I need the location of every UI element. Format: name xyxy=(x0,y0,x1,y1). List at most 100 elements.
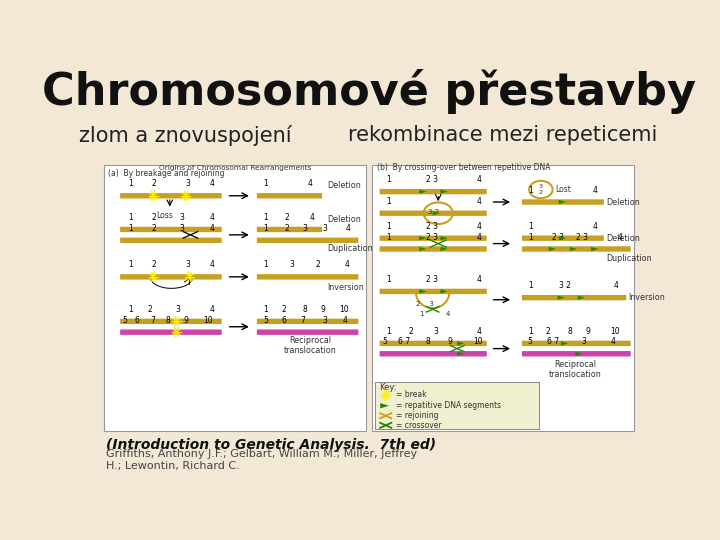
Text: 2: 2 xyxy=(284,224,289,233)
Text: 1: 1 xyxy=(128,224,133,233)
Text: 4: 4 xyxy=(343,316,348,325)
Text: 3: 3 xyxy=(179,224,184,233)
FancyBboxPatch shape xyxy=(522,199,604,205)
Text: 5: 5 xyxy=(382,338,387,346)
Text: 8: 8 xyxy=(302,305,307,314)
Text: 1: 1 xyxy=(386,327,391,336)
Text: Origins of Chromosomal Rearrangements: Origins of Chromosomal Rearrangements xyxy=(159,165,311,171)
Text: 7: 7 xyxy=(150,316,155,325)
Text: 3: 3 xyxy=(322,224,327,233)
Polygon shape xyxy=(441,289,448,294)
Text: = crossover: = crossover xyxy=(396,421,441,430)
Text: 1: 1 xyxy=(128,260,133,269)
Text: 2: 2 xyxy=(152,224,156,233)
Polygon shape xyxy=(457,341,464,346)
Text: 3: 3 xyxy=(179,213,184,222)
Text: 5: 5 xyxy=(122,316,127,325)
Text: 4: 4 xyxy=(477,222,482,231)
Text: 3: 3 xyxy=(322,316,327,325)
Text: 2 3: 2 3 xyxy=(426,222,438,231)
Text: 3 2: 3 2 xyxy=(559,281,572,290)
Text: (b)  By crossing-over between repetitive DNA: (b) By crossing-over between repetitive … xyxy=(377,164,551,172)
FancyBboxPatch shape xyxy=(120,193,222,199)
Text: 2: 2 xyxy=(284,213,289,222)
FancyBboxPatch shape xyxy=(379,189,487,194)
Polygon shape xyxy=(433,211,440,215)
Text: 2: 2 xyxy=(152,179,156,188)
FancyBboxPatch shape xyxy=(379,341,487,346)
Polygon shape xyxy=(570,247,577,251)
Text: 1: 1 xyxy=(528,186,533,194)
FancyBboxPatch shape xyxy=(120,227,222,232)
Text: 9: 9 xyxy=(586,327,590,336)
Text: 4: 4 xyxy=(210,260,214,269)
Text: Deletion: Deletion xyxy=(606,234,640,242)
Text: 3: 3 xyxy=(302,224,307,233)
Text: 4: 4 xyxy=(477,233,482,241)
Polygon shape xyxy=(591,247,598,251)
Text: 1: 1 xyxy=(128,213,133,222)
Text: 1: 1 xyxy=(264,213,268,222)
Text: 2: 2 xyxy=(152,260,156,269)
Text: zlom a znovuspojení: zlom a znovuspojení xyxy=(78,125,291,146)
Text: 3: 3 xyxy=(433,327,438,336)
Text: 8: 8 xyxy=(567,327,572,336)
Text: 1: 1 xyxy=(528,233,533,241)
Text: 1: 1 xyxy=(386,233,391,241)
Polygon shape xyxy=(559,236,566,240)
Polygon shape xyxy=(419,236,426,240)
Text: 1: 1 xyxy=(264,305,268,314)
FancyBboxPatch shape xyxy=(522,235,604,241)
Text: 2: 2 xyxy=(152,213,156,222)
Text: 4: 4 xyxy=(310,213,315,222)
Text: 4: 4 xyxy=(344,260,349,269)
Text: Deletion: Deletion xyxy=(606,198,640,206)
FancyBboxPatch shape xyxy=(379,211,487,216)
FancyBboxPatch shape xyxy=(522,341,631,346)
Text: 4: 4 xyxy=(210,179,214,188)
Text: 9: 9 xyxy=(184,316,189,325)
Bar xyxy=(104,165,366,431)
Text: Lost: Lost xyxy=(555,185,571,194)
Text: 4: 4 xyxy=(308,179,313,188)
Text: 3 2: 3 2 xyxy=(428,210,439,215)
FancyBboxPatch shape xyxy=(257,319,359,324)
Text: 2 3: 2 3 xyxy=(426,275,438,284)
FancyBboxPatch shape xyxy=(257,329,359,335)
Text: 6 7: 6 7 xyxy=(547,338,559,346)
Text: Deletion: Deletion xyxy=(327,215,361,224)
Text: 9: 9 xyxy=(321,305,325,314)
Text: 2: 2 xyxy=(315,260,320,269)
Text: 4: 4 xyxy=(210,224,214,233)
FancyBboxPatch shape xyxy=(120,274,222,280)
Text: 4: 4 xyxy=(611,338,616,346)
Text: 3: 3 xyxy=(185,260,190,269)
Text: 10: 10 xyxy=(473,338,482,346)
Text: 4: 4 xyxy=(593,186,598,194)
Polygon shape xyxy=(419,247,426,251)
FancyBboxPatch shape xyxy=(522,246,631,252)
Text: Griffiths, Anthony J.F.; Gelbart, William M.; Miller, Jeffrey
H.; Lewontin, Rich: Griffiths, Anthony J.F.; Gelbart, Willia… xyxy=(106,449,417,471)
Text: 3: 3 xyxy=(289,260,294,269)
Text: 4: 4 xyxy=(210,213,214,222)
Text: 1: 1 xyxy=(386,275,391,284)
Text: Inversion: Inversion xyxy=(629,293,665,302)
Text: 10: 10 xyxy=(610,327,619,336)
Text: rekombinace mezi repeticemi: rekombinace mezi repeticemi xyxy=(348,125,657,145)
Text: = repatitive DNA segments: = repatitive DNA segments xyxy=(396,401,501,410)
Text: 4: 4 xyxy=(346,224,350,233)
Text: 1: 1 xyxy=(386,222,391,231)
Text: 1: 1 xyxy=(264,260,268,269)
FancyBboxPatch shape xyxy=(257,238,359,243)
Text: 3: 3 xyxy=(176,305,181,314)
Text: 1: 1 xyxy=(264,224,268,233)
Text: Reciprocal
translocation: Reciprocal translocation xyxy=(549,360,602,379)
Text: 2: 2 xyxy=(148,305,153,314)
Text: 3: 3 xyxy=(581,338,586,346)
Text: 2: 2 xyxy=(408,327,413,336)
Polygon shape xyxy=(380,403,389,408)
FancyBboxPatch shape xyxy=(120,319,222,324)
FancyBboxPatch shape xyxy=(379,235,487,241)
Polygon shape xyxy=(441,247,448,251)
Text: Duplication: Duplication xyxy=(606,254,652,262)
